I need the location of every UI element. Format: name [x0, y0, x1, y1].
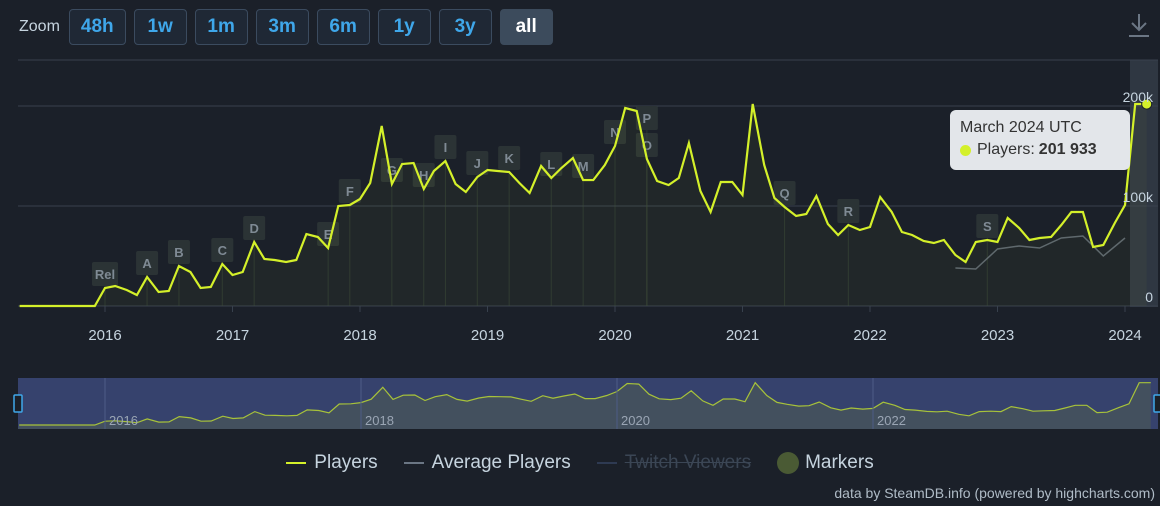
- navigator: 2016 2018 2020 2022: [13, 378, 1160, 429]
- navigator-area: [18, 382, 1151, 429]
- x-tick-label: 2019: [471, 327, 504, 344]
- marker-flag: [380, 158, 403, 182]
- marker-label: B: [174, 245, 183, 260]
- zoom-1m-button[interactable]: 1m: [194, 9, 248, 45]
- legend-players-label: Players: [314, 452, 378, 473]
- legend-markers-label: Markers: [805, 452, 874, 473]
- download-icon[interactable]: [1127, 11, 1151, 39]
- marker-flag: [837, 199, 860, 223]
- marker-flag: [434, 135, 457, 159]
- legend-average-players[interactable]: Average Players: [403, 452, 571, 474]
- legend-players[interactable]: Players: [286, 452, 378, 474]
- marker-flag: [773, 181, 796, 205]
- tooltip-title: March 2024 UTC: [960, 119, 1082, 136]
- x-tick-label: 2020: [598, 327, 631, 344]
- marker-flag: [572, 154, 595, 178]
- x-tick-label: 2023: [981, 327, 1014, 344]
- chart-series: [19, 98, 1153, 308]
- marker-flag: [136, 251, 159, 275]
- legend-markers[interactable]: Markers: [777, 452, 874, 474]
- marker-flag: [92, 262, 118, 286]
- marker-label: E: [324, 227, 333, 242]
- x-tick-label: 2022: [853, 327, 886, 344]
- zoom-3m-button[interactable]: 3m: [255, 9, 309, 45]
- legend-twitch-viewers[interactable]: Twitch Viewers: [596, 452, 752, 474]
- tooltip-series-dot: [960, 144, 971, 156]
- y-axis-labels: 0 100k 200k: [1123, 89, 1154, 305]
- marker-flag: [466, 151, 489, 175]
- marker-label: G: [387, 163, 397, 178]
- chart-grid: [18, 59, 1158, 307]
- credits-link[interactable]: data by SteamDB.info (powered by highcha…: [834, 485, 1155, 501]
- legend-average-label: Average Players: [431, 452, 571, 473]
- zoom-3y-button[interactable]: 3y: [438, 9, 492, 45]
- tooltip-row: Players: 201 933: [960, 141, 1120, 159]
- y-tick-label: 0: [1145, 289, 1153, 305]
- tooltip: March 2024 UTC Players: 201 933: [950, 110, 1130, 170]
- marker-flag: [211, 238, 234, 262]
- marker-label: Q: [780, 186, 790, 201]
- zoom-6m-button[interactable]: 6m: [316, 9, 370, 45]
- players-line-icon: [286, 462, 307, 464]
- x-tick-label: 2024: [1108, 327, 1141, 344]
- marker-label: H: [419, 168, 428, 183]
- y-tick-label: 100k: [1123, 189, 1154, 205]
- legend: Players Average Players Twitch Viewers M…: [0, 452, 1160, 474]
- marker-label: L: [547, 157, 555, 172]
- marker-flag: [167, 240, 190, 264]
- zoom-bar: Zoom 48h 1w 1m 3m 6m 1y 3y all: [19, 9, 561, 45]
- marker-label: I: [444, 140, 448, 155]
- x-tick-label: 2016: [88, 327, 121, 344]
- marker-flag: [338, 179, 361, 203]
- y-tick-label: 200k: [1123, 89, 1154, 105]
- players-line: [19, 102, 1147, 308]
- zoom-all-button[interactable]: all: [499, 9, 553, 45]
- average-players-line: [955, 235, 1126, 270]
- navigator-label: 2018: [365, 413, 394, 428]
- x-tick-label: 2018: [343, 327, 376, 344]
- marker-flag: [976, 214, 999, 238]
- zoom-label: Zoom: [19, 18, 60, 35]
- marker-label: M: [578, 159, 589, 174]
- x-tick-label: 2021: [726, 327, 759, 344]
- marker-label: C: [218, 243, 228, 258]
- marker-label: P: [643, 111, 652, 126]
- zoom-48h-button[interactable]: 48h: [68, 9, 126, 45]
- players-area: [19, 104, 1147, 306]
- navigator-right-handle[interactable]: [1153, 394, 1160, 413]
- legend-twitch-label: Twitch Viewers: [624, 452, 752, 473]
- hover-point: [1141, 98, 1153, 110]
- markers-dot-icon: [777, 452, 800, 474]
- marker-label: Rel: [95, 267, 115, 282]
- twitch-line-icon: [596, 462, 617, 464]
- marker-label: A: [142, 256, 152, 271]
- zoom-1y-button[interactable]: 1y: [377, 9, 431, 45]
- marker-label: R: [844, 204, 854, 219]
- marker-flag: [498, 146, 521, 170]
- marker-label: J: [474, 156, 481, 171]
- zoom-1w-button[interactable]: 1w: [133, 9, 187, 45]
- navigator-left-handle[interactable]: [13, 394, 23, 413]
- marker-flag: [635, 106, 658, 130]
- navigator-label: 2020: [621, 413, 650, 428]
- x-axis-labels: 2016 2017 2018 2019 2020 2021 2022 2023 2024: [88, 306, 1142, 344]
- average-line-icon: [403, 462, 424, 464]
- marker-label: D: [249, 221, 258, 236]
- marker-label: F: [346, 184, 354, 199]
- marker-flag: [243, 216, 266, 240]
- tooltip-value: 201 933: [1038, 141, 1097, 158]
- x-tick-label: 2017: [216, 327, 249, 344]
- navigator-label: 2022: [877, 413, 906, 428]
- marker-label: S: [983, 219, 992, 234]
- marker-label: N: [610, 125, 619, 140]
- navigator-label: 2016: [109, 413, 138, 428]
- tooltip-series-label: Players:: [977, 141, 1035, 158]
- marker-label: K: [504, 151, 514, 166]
